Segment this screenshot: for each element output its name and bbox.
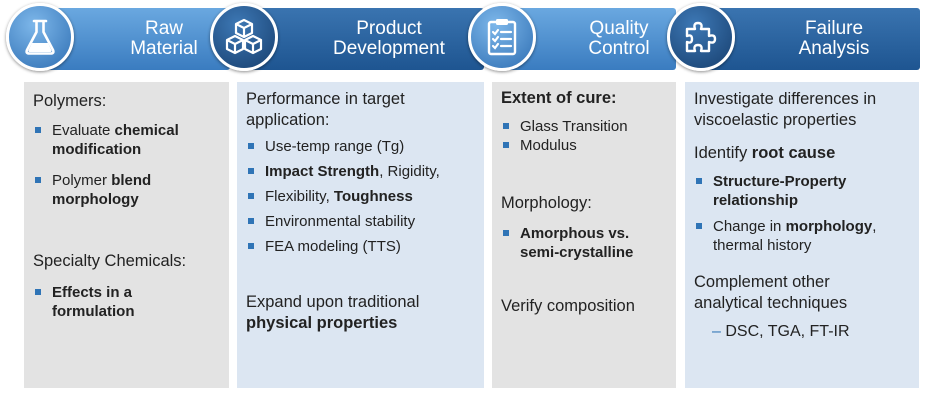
qc-amorphous-line2: semi-crystalline bbox=[520, 244, 634, 261]
dash-marker: – bbox=[712, 323, 721, 340]
flask-icon-circle bbox=[6, 3, 74, 71]
raw-bullet3-line2: formulation bbox=[52, 303, 135, 320]
raw-bullet-chemical-modification: Evaluate chemical modification bbox=[33, 121, 229, 159]
pd-toughness-bold: Toughness bbox=[333, 188, 413, 205]
pd-rigidity-text: , Rigidity, bbox=[379, 163, 440, 180]
investigate-line1: Investigate differences in bbox=[694, 90, 877, 108]
failure-analysis-title-line2: Analysis bbox=[798, 38, 870, 59]
puzzle-piece-icon bbox=[685, 21, 717, 53]
flask-icon bbox=[25, 19, 55, 55]
product-development-header: Product Development bbox=[250, 8, 484, 70]
quality-control-panel bbox=[492, 82, 676, 388]
expand-line2: physical properties bbox=[246, 314, 398, 332]
extent-of-cure-bold: Extent of cure: bbox=[501, 89, 617, 107]
pd-bullet-flexibility: Flexibility, Toughness bbox=[246, 187, 413, 206]
cubes-icon-circle bbox=[210, 3, 278, 71]
clipboard-checklist-icon-circle bbox=[468, 3, 536, 71]
fa-change-post: , bbox=[872, 218, 877, 235]
dsc-tga-ftir-item: – DSC, TGA, FT-IR bbox=[712, 322, 850, 342]
raw-bullet1-pre: Evaluate bbox=[52, 122, 115, 139]
fa-bullet-structure-property: Structure-Property relationship bbox=[694, 172, 919, 210]
specialty-chemicals-heading: Specialty Chemicals: bbox=[33, 252, 187, 270]
identify-bold: root cause bbox=[751, 144, 836, 162]
dsc-tga-ftir-text: DSC, TGA, FT-IR bbox=[725, 323, 850, 340]
pd-impact-strength-bold: Impact Strength bbox=[265, 163, 380, 180]
raw-bullet1-bold: chemical bbox=[114, 122, 179, 139]
verify-composition: Verify composition bbox=[501, 297, 635, 315]
product-development-title-line2: Development bbox=[333, 38, 445, 59]
clipboard-checklist-icon bbox=[487, 19, 517, 56]
fa-change-pre: Change in bbox=[713, 218, 786, 235]
cubes-icon bbox=[225, 18, 263, 55]
raw-bullet-blend-morphology: Polymer blend morphology bbox=[33, 171, 229, 209]
fa-bullet-change-morphology: Change in morphology, thermal history bbox=[694, 217, 919, 255]
qc-bullet-amorphous: Amorphous vs. semi-crystalline bbox=[501, 224, 676, 262]
fa-structure-line2: relationship bbox=[713, 192, 799, 209]
quality-control-title-line2: Control bbox=[588, 38, 650, 59]
investigate-differences: Investigate differences in viscoelastic … bbox=[694, 89, 876, 131]
raw-material-panel bbox=[24, 82, 229, 388]
raw-bullet1-line2: modification bbox=[52, 141, 142, 158]
raw-material-title-line2: Material bbox=[130, 38, 198, 59]
pd-bullet-impact-strength: Impact Strength, Rigidity, bbox=[246, 162, 440, 181]
pd-bullet-fea: FEA modeling (TTS) bbox=[246, 237, 401, 256]
raw-bullet2-pre: Polymer bbox=[52, 172, 112, 189]
expand-line1: Expand upon traditional bbox=[246, 293, 420, 311]
performance-heading: Performance in target application: bbox=[246, 89, 405, 131]
failure-analysis-header: Failure Analysis bbox=[698, 8, 920, 70]
complement-techniques: Complement other analytical techniques bbox=[694, 272, 847, 314]
failure-analysis-title-line1: Failure bbox=[804, 18, 864, 39]
polymers-heading: Polymers: bbox=[33, 92, 107, 110]
performance-heading-line2: application: bbox=[246, 111, 330, 129]
qc-bullet-glass-transition: Glass Transition bbox=[501, 117, 628, 136]
pd-flexibility-text: Flexibility, bbox=[265, 188, 334, 205]
qc-amorphous-line1: Amorphous vs. bbox=[520, 225, 630, 242]
raw-material-title-line1: Raw bbox=[144, 18, 183, 39]
raw-bullet2-line2: morphology bbox=[52, 191, 139, 208]
qc-bullet-modulus: Modulus bbox=[501, 136, 577, 155]
extent-of-cure-heading: Extent of cure: bbox=[501, 88, 617, 109]
raw-bullet2-bold: blend bbox=[111, 172, 152, 189]
expand-physical-properties: Expand upon traditional physical propert… bbox=[246, 292, 419, 334]
fa-change-line2: thermal history bbox=[713, 237, 812, 254]
identify-pre: Identify bbox=[694, 144, 752, 162]
performance-heading-line1: Performance in target bbox=[246, 90, 405, 108]
raw-bullet-effects-formulation: Effects in a formulation bbox=[33, 283, 229, 321]
pd-bullet-use-temp: Use-temp range (Tg) bbox=[246, 137, 404, 156]
raw-bullet3-bold: Effects in a bbox=[52, 284, 133, 301]
fa-change-bold: morphology bbox=[785, 218, 873, 235]
puzzle-piece-icon-circle bbox=[667, 3, 735, 71]
complement-line1: Complement other bbox=[694, 273, 830, 291]
failure-analysis-panel bbox=[685, 82, 919, 388]
morphology-heading: Morphology: bbox=[501, 194, 592, 212]
quality-control-title-line1: Quality bbox=[589, 18, 649, 39]
fa-structure-line1: Structure-Property bbox=[713, 173, 847, 190]
complement-line2: analytical techniques bbox=[694, 294, 848, 312]
product-development-title-line1: Product bbox=[356, 18, 422, 39]
pd-bullet-environmental: Environmental stability bbox=[246, 212, 415, 231]
investigate-line2: viscoelastic properties bbox=[694, 111, 857, 129]
identify-root-cause: Identify root cause bbox=[694, 143, 835, 164]
product-development-panel bbox=[237, 82, 484, 388]
